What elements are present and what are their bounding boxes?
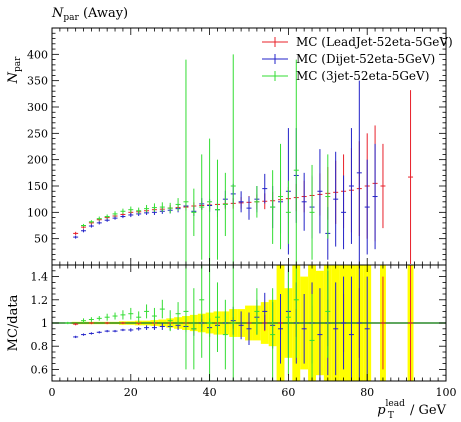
legend-label: MC (LeadJet-52eta-5GeV) <box>296 35 453 49</box>
top-y-tick-label: 100 <box>27 206 48 219</box>
x-tick-label: 40 <box>203 386 217 399</box>
legend: MC (LeadJet-52eta-5GeV) MC (Dijet-52eta-5… <box>262 35 453 83</box>
x-tick-label: 20 <box>124 386 138 399</box>
x-axis-label: plead T / GeV <box>377 399 446 421</box>
panel-title: Npar (Away) <box>51 6 128 23</box>
top-y-tick-label: 350 <box>27 75 48 88</box>
x-tick-label: 100 <box>436 386 457 399</box>
top-y-tick-label: 150 <box>27 180 48 193</box>
x-tick-label: 80 <box>360 386 374 399</box>
ratio-y-tick-label: 0.6 <box>31 363 49 376</box>
legend-label: MC (Dijet-52eta-5GeV) <box>296 52 435 66</box>
ratio-panel-series <box>65 265 414 381</box>
ratio-y-tick-label: 0.8 <box>31 340 49 353</box>
top-y-tick-label: 300 <box>27 101 48 114</box>
ratio-y-axis-label: MC/data <box>6 294 21 351</box>
axes: 0 20 40 60 80 100 50 100 150 200 250 300 350 400 0.6 0.… <box>27 27 457 399</box>
ratio-series-3 <box>65 265 331 381</box>
top-y-tick-label: 50 <box>34 233 48 246</box>
legend-entry: MC (LeadJet-52eta-5GeV) <box>262 35 453 49</box>
ratio-y-tick-label: 1.2 <box>31 294 49 307</box>
top-series-1 <box>73 90 414 264</box>
ratio-y-tick-label: 1.4 <box>31 271 49 284</box>
top-y-tick-label: 400 <box>27 48 48 61</box>
legend-entry: MC (3jet-52eta-5GeV) <box>262 69 429 83</box>
x-tick-label: 0 <box>49 386 56 399</box>
top-y-tick-label: 250 <box>27 127 48 140</box>
top-panel-series <box>73 54 414 265</box>
top-y-tick-label: 200 <box>27 154 48 167</box>
x-tick-label: 60 <box>281 386 295 399</box>
top-y-axis-label: Npar <box>6 56 23 85</box>
legend-entry: MC (Dijet-52eta-5GeV) <box>262 52 435 66</box>
legend-label: MC (3jet-52eta-5GeV) <box>296 69 429 83</box>
top-series-3 <box>81 54 331 265</box>
ratio-y-tick-label: 1 <box>41 317 48 330</box>
